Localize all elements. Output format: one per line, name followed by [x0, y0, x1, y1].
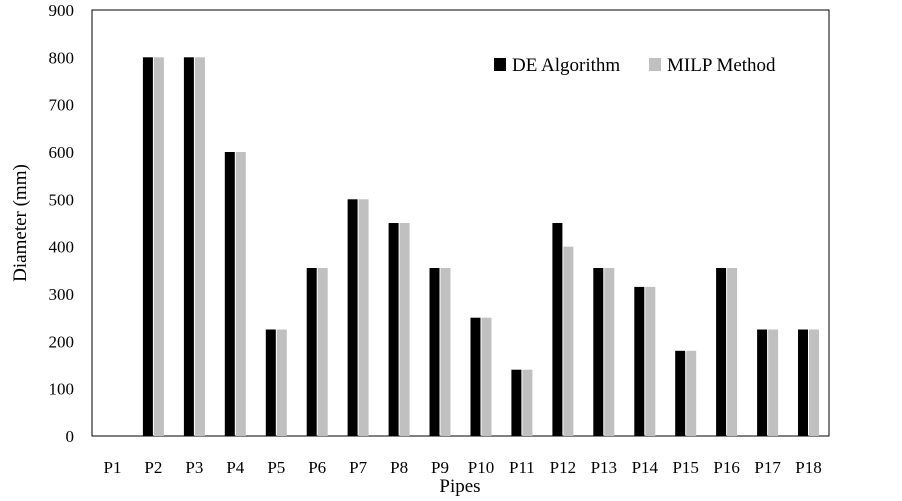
- bar-de-p13: [593, 268, 604, 436]
- bar-de-p15: [675, 350, 686, 436]
- bar-milp-p14: [645, 286, 656, 436]
- y-tick-label: 400: [49, 238, 75, 257]
- x-axis-title: Pipes: [439, 476, 480, 497]
- x-tick-label: P10: [468, 458, 494, 477]
- bar-milp-p12: [563, 246, 574, 436]
- bar-milp-p10: [481, 317, 492, 436]
- x-tick-label: P2: [144, 458, 162, 477]
- y-tick-label: 300: [49, 285, 75, 304]
- bar-milp-p13: [604, 268, 615, 436]
- x-tick-label: P17: [754, 458, 781, 477]
- legend-label-de: DE Algorithm: [512, 55, 620, 76]
- bars: [142, 57, 819, 437]
- y-tick-label: 700: [49, 96, 75, 115]
- bar-milp-p2: [153, 57, 164, 437]
- bar-de-p18: [798, 329, 808, 436]
- x-tick-label: P4: [226, 458, 244, 477]
- bar-de-p9: [429, 268, 440, 436]
- bar-de-p5: [265, 329, 276, 436]
- bar-milp-p18: [809, 329, 819, 436]
- x-tick-label: P14: [632, 458, 659, 477]
- bar-de-p10: [470, 317, 481, 436]
- x-tick-label: P12: [550, 458, 576, 477]
- bar-milp-p17: [768, 329, 779, 436]
- bar-milp-p11: [522, 369, 533, 436]
- legend-swatch-milp: [649, 58, 661, 71]
- bar-milp-p5: [276, 329, 287, 436]
- legend-label-milp: MILP Method: [667, 55, 776, 76]
- x-tick-label: P13: [591, 458, 617, 477]
- x-tick-label: P5: [267, 458, 285, 477]
- bar-milp-p9: [440, 268, 451, 436]
- x-tick-label: P6: [308, 458, 326, 477]
- x-tick-label: P7: [349, 458, 367, 477]
- bar-de-p4: [224, 152, 235, 436]
- x-tick-label: P3: [185, 458, 203, 477]
- bar-milp-p15: [686, 350, 697, 436]
- x-tick-label: P9: [431, 458, 449, 477]
- x-tick-label: P15: [672, 458, 698, 477]
- y-tick-label: 0: [66, 427, 75, 446]
- bar-de-p16: [716, 268, 727, 436]
- y-axis: 0 100 200 300 400 500 600 700 800 900: [49, 1, 75, 446]
- x-tick-label: P16: [713, 458, 739, 477]
- bar-de-p8: [388, 223, 399, 436]
- y-tick-label: 900: [49, 1, 75, 20]
- bar-milp-p7: [358, 199, 369, 436]
- bar-de-p12: [552, 223, 563, 436]
- bar-de-p7: [347, 199, 358, 436]
- bar-milp-p16: [727, 268, 738, 436]
- bar-de-p2: [142, 57, 153, 437]
- y-tick-label: 600: [49, 143, 75, 162]
- x-axis: P1 P2 P3 P4 P5 P6 P7 P8 P9 P10 P11 P12 P13 P14 P15 P16 P…: [104, 458, 822, 477]
- x-tick-label: P18: [795, 458, 821, 477]
- bar-milp-p4: [235, 152, 246, 436]
- bar-milp-p3: [194, 57, 205, 437]
- legend-swatch-de: [494, 58, 506, 71]
- bar-de-p17: [757, 329, 768, 436]
- y-axis-title: Diameter (mm): [10, 164, 31, 282]
- x-tick-label: P1: [104, 458, 122, 477]
- y-tick-label: 200: [49, 332, 75, 351]
- bar-de-p3: [183, 57, 194, 437]
- y-tick-label: 100: [49, 380, 75, 399]
- y-tick-label: 800: [49, 48, 75, 67]
- plot-frame: [91, 9, 830, 437]
- bar-milp-p6: [317, 268, 328, 436]
- bar-de-p14: [634, 286, 645, 436]
- legend: DE Algorithm MILP Method: [494, 55, 776, 76]
- bar-de-p11: [511, 369, 522, 436]
- y-tick-label: 500: [49, 190, 75, 209]
- x-tick-label: P11: [509, 458, 535, 477]
- bar-milp-p8: [399, 223, 410, 436]
- bar-de-p6: [306, 268, 317, 436]
- x-tick-label: P8: [390, 458, 408, 477]
